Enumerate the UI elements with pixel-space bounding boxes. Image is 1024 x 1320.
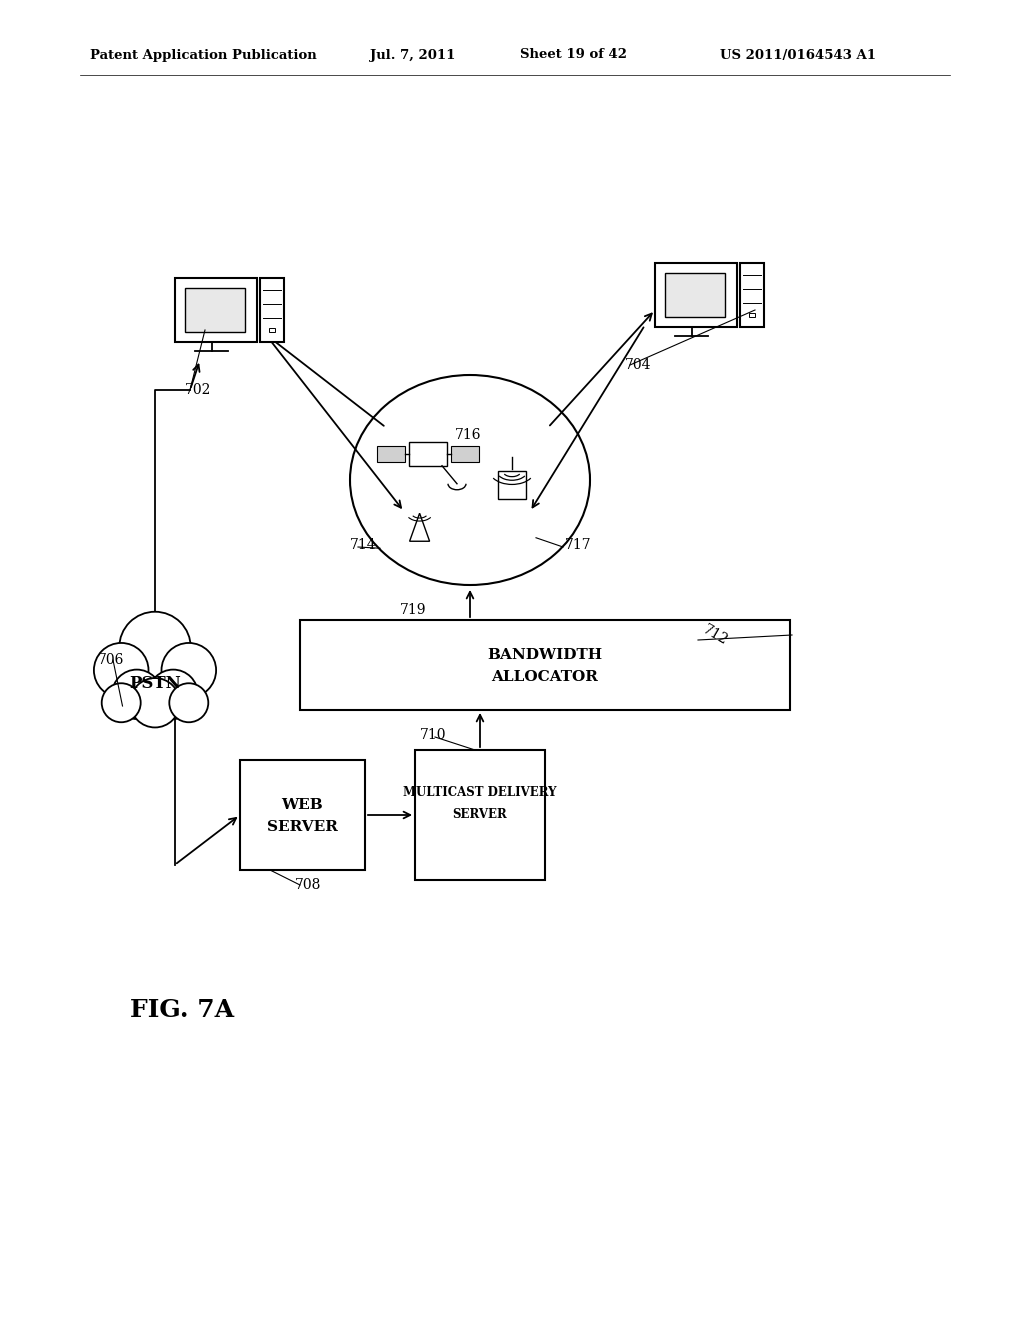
Bar (300, 620, 790, 710)
Text: 717: 717 (565, 539, 592, 552)
Text: Jul. 7, 2011: Jul. 7, 2011 (370, 49, 456, 62)
Circle shape (130, 678, 179, 727)
Text: 704: 704 (625, 358, 651, 372)
Text: 710: 710 (420, 729, 446, 742)
Bar (666, 273, 725, 317)
Text: 719: 719 (400, 603, 427, 616)
Bar (240, 760, 365, 870)
Circle shape (94, 643, 148, 697)
Text: FIG. 7A: FIG. 7A (130, 998, 234, 1022)
Bar (451, 446, 479, 462)
Circle shape (101, 684, 140, 722)
Bar (749, 313, 755, 317)
Bar (260, 279, 284, 342)
Text: 706: 706 (98, 653, 124, 667)
Text: 716: 716 (455, 428, 481, 442)
Text: 708: 708 (295, 878, 322, 892)
Bar (654, 263, 737, 327)
Bar (740, 263, 764, 327)
Bar (377, 446, 406, 462)
Text: 702: 702 (185, 383, 211, 397)
Text: BANDWIDTH: BANDWIDTH (487, 648, 602, 663)
Bar (185, 288, 245, 331)
Bar (175, 279, 257, 342)
Polygon shape (410, 513, 430, 541)
Circle shape (112, 669, 162, 719)
Bar (415, 750, 545, 880)
Text: 712: 712 (700, 622, 730, 648)
Bar (498, 471, 526, 499)
Text: SERVER: SERVER (267, 820, 338, 834)
Text: MULTICAST DELIVERY: MULTICAST DELIVERY (403, 787, 557, 800)
Circle shape (169, 684, 208, 722)
Text: WEB: WEB (282, 799, 324, 812)
Text: US 2011/0164543 A1: US 2011/0164543 A1 (720, 49, 876, 62)
Circle shape (119, 611, 190, 684)
Bar (409, 442, 447, 466)
Text: PSTN: PSTN (129, 675, 181, 692)
Circle shape (162, 643, 216, 697)
Text: SERVER: SERVER (453, 808, 507, 821)
Ellipse shape (350, 375, 590, 585)
Text: Sheet 19 of 42: Sheet 19 of 42 (520, 49, 627, 62)
Circle shape (148, 669, 198, 719)
Bar (268, 327, 274, 331)
Text: 714: 714 (350, 539, 377, 552)
Text: Patent Application Publication: Patent Application Publication (90, 49, 316, 62)
Text: ALLOCATOR: ALLOCATOR (492, 671, 598, 684)
